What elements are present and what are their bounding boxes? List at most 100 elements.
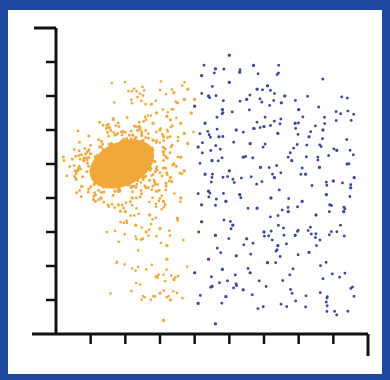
scatter-point: [169, 274, 173, 277]
scatter-point: [168, 118, 172, 122]
scatter-point: [107, 156, 111, 160]
scatter-point: [161, 166, 165, 170]
scatter-point: [296, 132, 300, 136]
scatter-point: [224, 199, 228, 203]
scatter-point: [280, 208, 284, 212]
scatter-point: [318, 291, 322, 294]
scatter-point: [232, 286, 235, 290]
scatter-point: [258, 97, 262, 101]
scatter-point: [98, 120, 101, 124]
scatter-point: [203, 172, 207, 176]
scatter-point: [255, 182, 259, 186]
scatter-point: [128, 176, 132, 180]
scatter-point: [125, 219, 128, 223]
scatter-point: [215, 127, 219, 131]
scatter-point: [219, 251, 223, 255]
scatter-point: [61, 155, 65, 159]
scatter-point: [277, 223, 280, 227]
scatter-point: [147, 136, 150, 140]
scatter-point: [87, 187, 90, 191]
scatter-point: [200, 74, 204, 78]
scatter-point: [154, 202, 158, 206]
scatter-point: [102, 176, 107, 180]
scatter-point: [115, 260, 119, 264]
scatter-point: [325, 295, 329, 299]
scatter-point: [217, 135, 221, 139]
scatter-point: [330, 230, 333, 234]
scatter-point: [134, 196, 138, 200]
scatter-point: [295, 143, 299, 146]
scatter-point: [179, 196, 183, 200]
points-layer: [61, 53, 356, 326]
scatter-point: [157, 273, 160, 276]
scatter-point: [136, 249, 140, 252]
scatter-point: [97, 138, 101, 142]
scatter-point: [162, 289, 166, 292]
scatter-point: [119, 140, 123, 143]
scatter-point: [178, 171, 182, 175]
scatter-point: [226, 175, 230, 178]
scatter-point: [203, 121, 207, 125]
scatter-point: [346, 309, 350, 313]
scatter-point: [158, 128, 162, 132]
scatter-point: [139, 167, 143, 171]
scatter-point: [258, 165, 263, 169]
scatter-point: [106, 130, 109, 134]
scatter-point: [176, 274, 180, 278]
scatter-point: [123, 159, 127, 163]
scatter-point: [137, 176, 141, 180]
scatter-point: [186, 142, 190, 146]
scatter-point: [101, 152, 105, 155]
scatter-point: [120, 142, 124, 146]
scatter-point: [94, 199, 98, 203]
scatter-point: [114, 178, 118, 182]
scatter-point: [134, 176, 138, 180]
scatter-point: [246, 267, 250, 270]
scatter-point: [73, 174, 76, 178]
scatter-point: [123, 80, 127, 84]
scatter-point: [334, 110, 338, 113]
scatter-point: [335, 230, 339, 234]
scatter-point: [95, 154, 99, 157]
scatter-point: [304, 172, 308, 176]
scatter-point: [148, 148, 152, 152]
scatter-point: [168, 135, 172, 139]
scatter-point: [282, 226, 285, 230]
scatter-point: [164, 188, 168, 192]
scatter-point: [117, 171, 121, 175]
scatter-point: [227, 169, 231, 173]
scatter-point: [154, 141, 158, 144]
scatter-point: [68, 165, 72, 168]
scatter-point: [113, 159, 117, 163]
scatter-point: [245, 97, 249, 101]
scatter-point: [115, 173, 119, 176]
scatter-point: [102, 185, 105, 189]
scatter-point: [147, 234, 150, 237]
scatter-point: [135, 237, 138, 241]
scatter-point: [220, 108, 224, 112]
scatter-point: [231, 223, 235, 227]
scatter-point: [207, 195, 211, 199]
scatter-point: [261, 145, 265, 149]
scatter-point: [213, 233, 218, 237]
scatter-point: [331, 179, 335, 183]
scatter-point: [110, 147, 114, 151]
scatter-point: [107, 169, 111, 173]
scatter-point: [333, 309, 336, 313]
scatter-point: [279, 101, 283, 105]
scatter-point: [276, 214, 280, 217]
scatter-point: [158, 291, 162, 295]
scatter-point: [304, 305, 308, 309]
scatter-point: [239, 176, 243, 180]
scatter-point: [149, 222, 153, 226]
scatter-point: [168, 298, 172, 302]
scatter-point: [73, 169, 77, 173]
scatter-point: [197, 230, 201, 234]
scatter-point: [289, 288, 292, 291]
scatter-point: [275, 164, 279, 167]
scatter-point: [163, 279, 167, 283]
axes-layer: [32, 26, 370, 356]
scatter-point: [122, 221, 126, 225]
scatter-point: [277, 63, 281, 67]
scatter-point: [117, 160, 121, 164]
